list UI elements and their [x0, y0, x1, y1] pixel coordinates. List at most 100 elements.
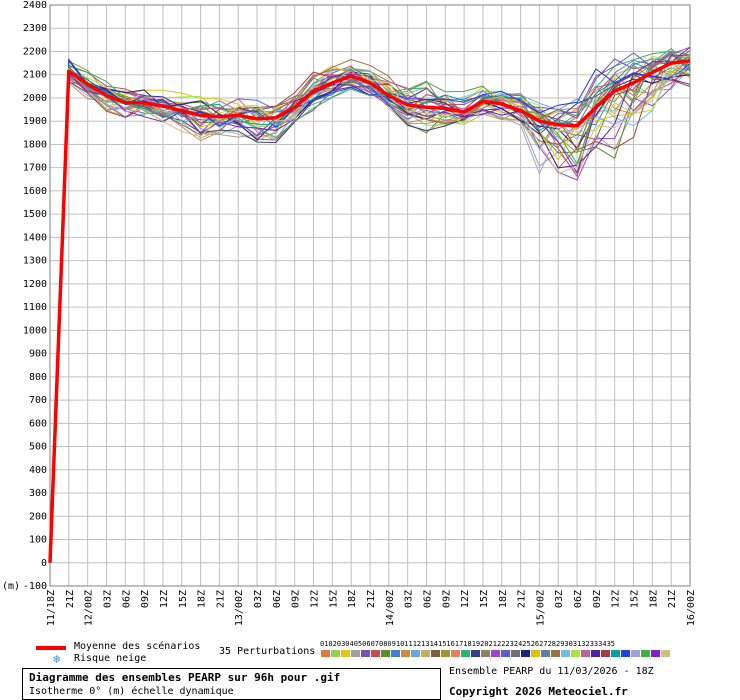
x-tick-label: 18Z — [197, 590, 208, 608]
perturbation-swatch-35 — [661, 650, 670, 657]
y-tick-label: 1900 — [23, 116, 47, 127]
y-unit-label: (m) — [2, 581, 20, 592]
x-tick-label: 21Z — [215, 590, 226, 608]
x-tick-label: 09Z — [140, 590, 151, 608]
perturbation-swatch-11 — [421, 650, 430, 657]
mean-legend-label: Moyenne des scénarios — [74, 641, 201, 652]
y-tick-label: 2400 — [23, 0, 47, 11]
y-tick-label: 600 — [29, 418, 47, 429]
perturbation-line-31 — [49, 59, 691, 563]
perturbation-swatch-04 — [351, 650, 360, 657]
perturbation-swatch-06 — [371, 650, 380, 657]
perturbation-swatch-27 — [581, 650, 590, 657]
perturbation-swatch-30 — [611, 650, 620, 657]
y-tick-label: 1000 — [23, 325, 47, 336]
y-tick-label: 1500 — [23, 209, 47, 220]
x-tick-label: 18Z — [347, 590, 358, 608]
perturbation-swatch-14 — [451, 650, 460, 657]
perturbations-legend-label: 35 Perturbations — [219, 646, 316, 657]
x-tick-label: 09Z — [441, 590, 452, 608]
x-tick-label: 15Z — [479, 590, 490, 608]
x-tick-label: 15/00Z — [535, 590, 546, 626]
y-tick-label: 2100 — [23, 70, 47, 81]
perturbation-swatch-10 — [411, 650, 420, 657]
x-tick-label: 21Z — [517, 590, 528, 608]
x-tick-label: 12Z — [460, 590, 471, 608]
chart-subtitle: Isotherme 0° (m) échelle dynamique — [29, 686, 234, 697]
x-tick-label: 18Z — [498, 590, 509, 608]
y-tick-label: 800 — [29, 372, 47, 383]
y-tick-label: 1100 — [23, 302, 47, 313]
perturbation-swatch-18 — [491, 650, 500, 657]
x-tick-label: 18Z — [648, 590, 659, 608]
ensemble-chart: 2400230022002100200019001800170016001500… — [2, 0, 697, 626]
perturbation-swatch-16 — [471, 650, 480, 657]
y-tick-label: 200 — [29, 511, 47, 522]
perturbation-swatch-24 — [551, 650, 560, 657]
perturbation-line-30 — [49, 56, 691, 563]
snowflake-icon: ❄ — [53, 652, 61, 666]
mean-line — [48, 59, 691, 563]
y-tick-label: 700 — [29, 395, 47, 406]
perturbation-color-swatches — [321, 650, 671, 657]
perturbation-swatch-20 — [511, 650, 520, 657]
perturbation-swatch-01 — [321, 650, 330, 657]
x-tick-label: 21Z — [65, 590, 76, 608]
x-tick-label: 21Z — [667, 590, 678, 608]
run-info: Ensemble PEARP du 11/03/2026 - 18Z — [449, 666, 654, 677]
perturbation-swatch-13 — [441, 650, 450, 657]
perturbation-swatch-23 — [541, 650, 550, 657]
perturbation-swatch-26 — [571, 650, 580, 657]
chart-info-box: Diagramme des ensembles PEARP sur 96h po… — [22, 668, 441, 700]
perturbation-swatch-28 — [591, 650, 600, 657]
perturbation-swatch-15 — [461, 650, 470, 657]
y-tick-label: 1600 — [23, 186, 47, 197]
x-tick-label: 09Z — [592, 590, 603, 608]
perturbation-swatch-21 — [521, 650, 530, 657]
x-tick-label: 06Z — [121, 590, 132, 608]
y-tick-label: -100 — [23, 581, 47, 592]
x-tick-label: 21Z — [366, 590, 377, 608]
perturbation-swatch-12 — [431, 650, 440, 657]
y-tick-label: 2300 — [23, 23, 47, 34]
x-tick-label: 15Z — [630, 590, 641, 608]
perturbation-swatch-02 — [331, 650, 340, 657]
perturbation-swatch-31 — [621, 650, 630, 657]
x-tick-label: 12/00Z — [84, 590, 95, 626]
perturbation-line-26 — [49, 66, 691, 563]
perturbation-swatch-08 — [391, 650, 400, 657]
perturbation-swatch-09 — [401, 650, 410, 657]
x-tick-label: 12Z — [611, 590, 622, 608]
plot-frame — [49, 4, 691, 587]
perturbation-swatch-19 — [501, 650, 510, 657]
x-tick-label: 09Z — [291, 590, 302, 608]
y-tick-label: 2000 — [23, 93, 47, 104]
x-tick-label: 06Z — [422, 590, 433, 608]
perturbation-swatch-07 — [381, 650, 390, 657]
y-tick-label: 1200 — [23, 279, 47, 290]
y-tick-label: 400 — [29, 465, 47, 476]
y-tick-label: 100 — [29, 535, 47, 546]
perturbation-swatch-33 — [641, 650, 650, 657]
x-tick-label: 13/00Z — [234, 590, 245, 626]
mean-legend-swatch — [36, 646, 66, 650]
x-tick-label: 03Z — [102, 590, 113, 608]
perturbation-numbers: 0102030405060708091011121314151617181920… — [320, 640, 616, 648]
perturbation-line-25 — [49, 56, 691, 563]
perturbation-swatch-29 — [601, 650, 610, 657]
x-tick-label: 03Z — [253, 590, 264, 608]
y-tick-label: 1800 — [23, 139, 47, 150]
x-tick-label: 03Z — [554, 590, 565, 608]
snow-legend-label: Risque neige — [74, 653, 147, 664]
perturbation-swatch-03 — [341, 650, 350, 657]
x-tick-label: 16/00Z — [686, 590, 697, 626]
perturbation-line-32 — [49, 64, 691, 563]
perturbation-swatch-25 — [561, 650, 570, 657]
x-tick-label: 12Z — [159, 590, 170, 608]
perturbation-swatch-05 — [361, 650, 370, 657]
perturbation-swatch-17 — [481, 650, 490, 657]
y-tick-label: 2200 — [23, 46, 47, 57]
perturbation-swatch-32 — [631, 650, 640, 657]
x-tick-label: 15Z — [328, 590, 339, 608]
x-tick-label: 15Z — [178, 590, 189, 608]
